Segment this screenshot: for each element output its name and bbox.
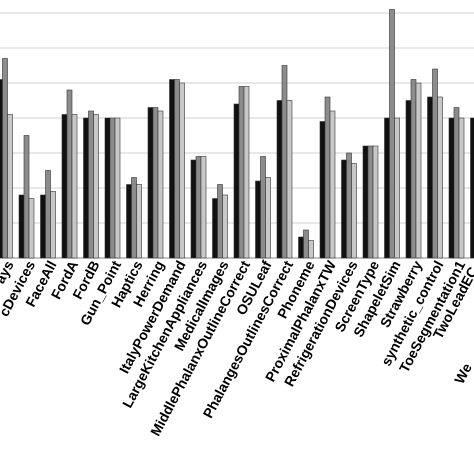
bar [18, 194, 25, 259]
x-tick-label: We [451, 360, 474, 386]
bar [351, 163, 357, 259]
bar [437, 96, 443, 259]
bar [427, 96, 433, 259]
bar [2, 58, 8, 259]
bar [66, 89, 73, 259]
bar [389, 9, 395, 259]
bar [126, 184, 132, 259]
bar [384, 117, 390, 259]
bar [40, 194, 46, 259]
bar [217, 184, 223, 259]
bar [114, 117, 121, 259]
bar [243, 86, 250, 259]
bar [238, 86, 245, 259]
bar [179, 82, 185, 259]
bar [265, 177, 271, 259]
bar [341, 159, 347, 259]
bar [157, 110, 164, 259]
bar [329, 110, 336, 259]
bar [410, 79, 417, 259]
bar [147, 107, 154, 259]
bar [109, 117, 116, 259]
bar [346, 152, 352, 259]
bar [88, 110, 94, 259]
bar [23, 135, 30, 259]
bar [195, 156, 202, 259]
bar [394, 117, 400, 259]
bar [212, 198, 218, 259]
bar [200, 156, 207, 259]
bar [104, 117, 111, 259]
bar [71, 114, 78, 259]
bar [233, 103, 240, 259]
bar [28, 198, 35, 259]
bar [319, 121, 326, 259]
bar [298, 236, 304, 259]
bar [131, 177, 137, 259]
bar [50, 191, 56, 259]
bar [432, 68, 438, 259]
bar [362, 145, 369, 259]
bar [0, 79, 3, 259]
bar [303, 229, 309, 259]
bar [152, 107, 159, 259]
bar [174, 79, 180, 259]
bar [83, 117, 89, 259]
bar [405, 100, 412, 259]
bar [470, 117, 474, 259]
bar [281, 65, 288, 259]
bar [448, 117, 455, 259]
bar [61, 114, 68, 259]
bar [136, 184, 142, 259]
bar [286, 100, 293, 259]
bar [276, 100, 283, 259]
bar [255, 180, 261, 259]
bar [45, 170, 51, 259]
bar [372, 145, 379, 259]
bar [458, 117, 465, 259]
bar [190, 159, 197, 259]
bar [324, 96, 331, 259]
bar [93, 114, 99, 259]
bar [169, 79, 175, 259]
bar [7, 114, 13, 259]
bar [308, 240, 314, 259]
bar [415, 82, 422, 259]
bar [453, 107, 460, 259]
bar [260, 156, 266, 259]
bar [222, 194, 228, 259]
bar [367, 145, 374, 259]
